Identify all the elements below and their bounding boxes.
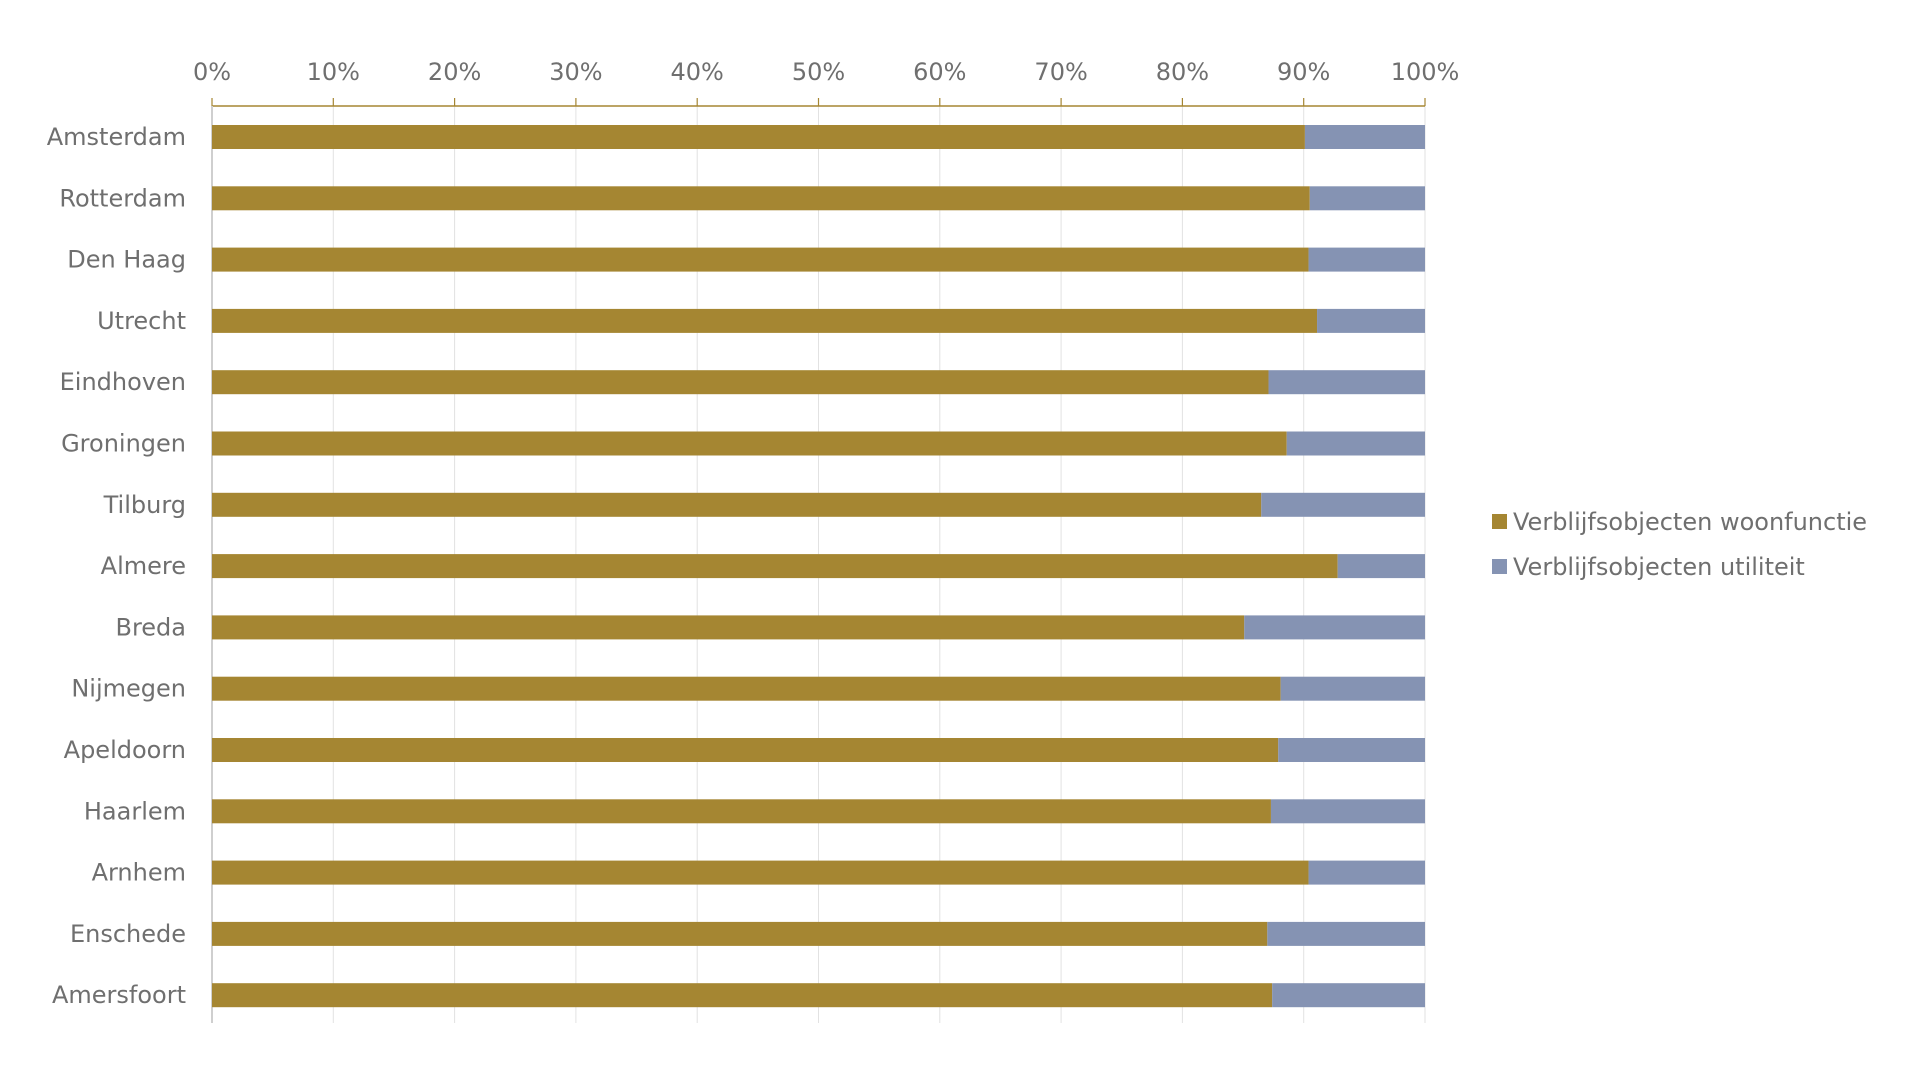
legend-swatch — [1492, 559, 1507, 574]
category-label: Groningen — [61, 430, 186, 458]
x-tick-label: 80% — [1156, 58, 1209, 86]
bar-segment — [1280, 676, 1425, 701]
x-tick-label: 40% — [671, 58, 724, 86]
x-tick-label: 90% — [1277, 58, 1330, 86]
category-label: Tilburg — [103, 491, 186, 519]
bar-segment — [212, 247, 1309, 272]
legend-label: Verblijfsobjecten utiliteit — [1513, 553, 1805, 581]
category-label: Arnhem — [92, 859, 186, 887]
category-label: Amsterdam — [47, 123, 186, 151]
bar-segment — [212, 125, 1305, 149]
bar-segment — [1270, 799, 1425, 824]
bar-segment — [1308, 860, 1425, 885]
category-label: Utrecht — [97, 307, 186, 335]
x-tick-label: 0% — [193, 58, 231, 86]
category-label: Enschede — [70, 920, 186, 948]
bar-segment — [1309, 186, 1425, 211]
bar-segment — [1337, 554, 1425, 579]
x-tick-label: 70% — [1034, 58, 1087, 86]
category-label: Amersfoort — [52, 981, 186, 1009]
bar-segment — [212, 676, 1281, 701]
x-axis: 0% 10% 20% 30% 40% 50% 60% 70% 80% 90% 100% — [193, 58, 1460, 107]
bar-segment — [1267, 921, 1425, 946]
bars — [212, 125, 1425, 1008]
bar-segment — [1308, 247, 1425, 272]
bar-segment — [212, 738, 1279, 762]
category-label: Breda — [115, 613, 186, 641]
legend: Verblijfsobjecten woonfunctie Verblijfsob… — [1492, 508, 1867, 581]
bar-segment — [212, 492, 1262, 517]
x-tick-label: 10% — [307, 58, 360, 86]
category-label: Den Haag — [67, 246, 186, 274]
x-tick-label: 30% — [549, 58, 602, 86]
x-tick-label: 60% — [913, 58, 966, 86]
y-axis: Amsterdam Rotterdam Den Haag Utrecht Eindhov… — [47, 106, 213, 1023]
bar-segment — [212, 554, 1338, 579]
category-label: Eindhoven — [60, 368, 186, 396]
bar-segment — [212, 615, 1245, 640]
x-tick-label: 20% — [428, 58, 481, 86]
bar-segment — [212, 799, 1271, 824]
bar-segment — [1244, 615, 1425, 640]
legend-label: Verblijfsobjecten woonfunctie — [1513, 508, 1867, 536]
bar-segment — [212, 186, 1310, 211]
bar-segment — [212, 983, 1273, 1008]
bar-segment — [1268, 370, 1425, 395]
category-label: Almere — [101, 552, 186, 580]
x-tick-label: 50% — [792, 58, 845, 86]
x-tick-label: 100% — [1391, 58, 1460, 86]
bar-segment — [212, 921, 1268, 946]
bar-segment — [1304, 125, 1425, 149]
bar-segment — [1317, 308, 1425, 333]
bar-segment — [1286, 431, 1425, 456]
bar-segment — [212, 431, 1287, 456]
category-label: Haarlem — [84, 797, 186, 825]
legend-swatch — [1492, 514, 1507, 529]
bar-segment — [212, 860, 1309, 885]
category-label: Apeldoorn — [64, 736, 186, 764]
bar-segment — [212, 370, 1269, 395]
bar-segment — [1278, 738, 1425, 762]
category-label: Nijmegen — [71, 675, 186, 703]
bar-segment — [1261, 492, 1425, 517]
bar-segment — [1272, 983, 1425, 1008]
category-label: Rotterdam — [59, 184, 186, 212]
bar-segment — [212, 308, 1318, 333]
